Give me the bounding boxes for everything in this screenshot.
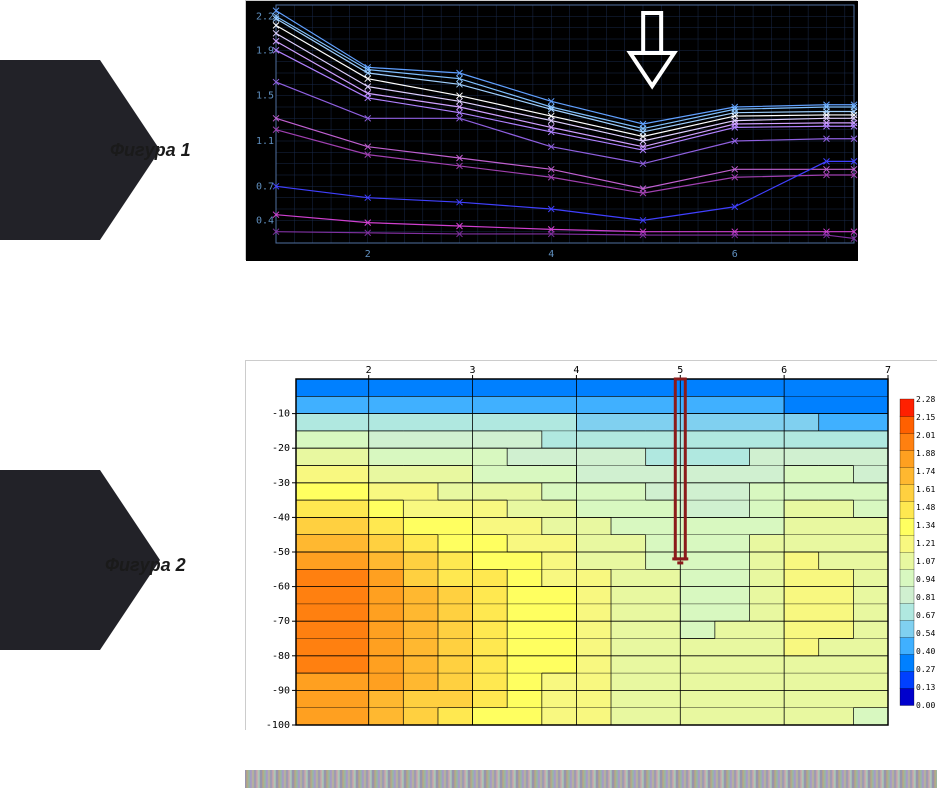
svg-text:2.01: 2.01: [916, 431, 935, 440]
figure1-label: Фигура 1: [110, 140, 191, 161]
svg-text:1.9: 1.9: [256, 45, 274, 56]
svg-text:2: 2: [365, 249, 371, 260]
svg-text:-40: -40: [272, 512, 290, 523]
svg-text:0.7: 0.7: [256, 181, 274, 192]
svg-text:-30: -30: [272, 478, 290, 489]
noise-texture-bar: [245, 770, 937, 788]
svg-text:5: 5: [677, 365, 683, 376]
svg-text:-100: -100: [266, 720, 290, 731]
svg-text:2: 2: [366, 365, 372, 376]
svg-text:-70: -70: [272, 616, 290, 627]
svg-text:2.15: 2.15: [916, 413, 935, 422]
svg-text:6: 6: [781, 365, 787, 376]
svg-text:1.21: 1.21: [916, 539, 935, 548]
svg-text:0.54: 0.54: [916, 629, 935, 638]
svg-text:2.28: 2.28: [916, 395, 935, 404]
svg-text:2.2: 2.2: [256, 11, 274, 22]
contour-heatmap-figure2: 2 3 4 5 6 7 -10 -20 -30 -40 -50 -60 -70 -80 -90 -100 0.…: [245, 360, 937, 730]
pentagon-marker-2: [0, 470, 100, 650]
pentagon-marker-1: [0, 60, 100, 240]
svg-text:0.40: 0.40: [916, 647, 935, 656]
svg-text:7: 7: [885, 365, 891, 376]
svg-text:0.94: 0.94: [916, 575, 935, 584]
svg-text:-80: -80: [272, 651, 290, 662]
svg-text:-60: -60: [272, 582, 290, 593]
line-chart-figure1: 0.4 0.7 1.1 1.5 1.9 2.2 2 4 6: [245, 0, 857, 260]
svg-text:1.1: 1.1: [256, 136, 274, 147]
svg-text:-50: -50: [272, 547, 290, 558]
svg-text:1.07: 1.07: [916, 557, 935, 566]
svg-text:4: 4: [548, 249, 554, 260]
svg-text:1.74: 1.74: [916, 467, 935, 476]
svg-text:0.27: 0.27: [916, 665, 935, 674]
figure2-label: Фигура 2: [105, 555, 186, 576]
svg-text:4: 4: [573, 365, 579, 376]
svg-text:1.88: 1.88: [916, 449, 935, 458]
svg-text:-10: -10: [272, 409, 290, 420]
svg-text:-90: -90: [272, 685, 290, 696]
svg-text:-20: -20: [272, 443, 290, 454]
svg-text:1.34: 1.34: [916, 521, 935, 530]
svg-text:1.61: 1.61: [916, 485, 935, 494]
svg-text:0.13: 0.13: [916, 683, 935, 692]
svg-text:6: 6: [732, 249, 738, 260]
svg-text:1.48: 1.48: [916, 503, 935, 512]
svg-text:0.00: 0.00: [916, 701, 935, 710]
svg-text:0.4: 0.4: [256, 215, 274, 226]
svg-text:3: 3: [470, 365, 476, 376]
svg-text:0.67: 0.67: [916, 611, 935, 620]
svg-text:1.5: 1.5: [256, 91, 274, 102]
svg-text:0.81: 0.81: [916, 593, 935, 602]
